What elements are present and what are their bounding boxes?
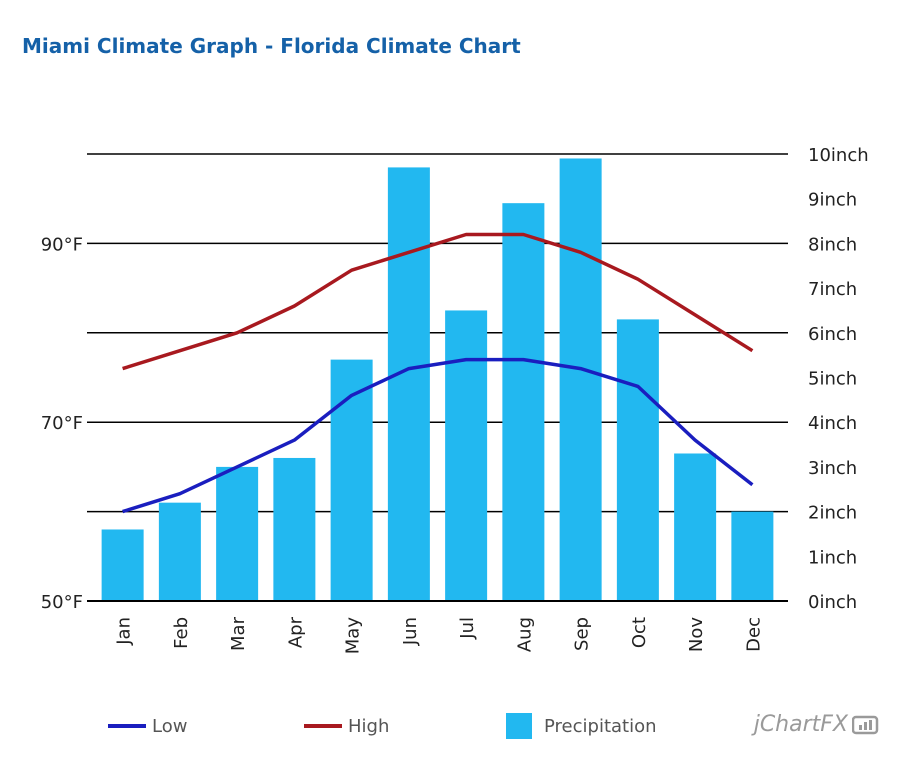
y-right-tick-label: 9inch [808, 190, 857, 211]
legend-swatch-low [108, 724, 146, 728]
y-left-tick-label: 70°F [41, 413, 83, 434]
legend-item-low[interactable]: Low [108, 708, 187, 744]
y-right-tick-label: 8inch [808, 234, 857, 255]
precipitation-bar[interactable] [445, 310, 488, 601]
legend-label-precipitation: Precipitation [544, 715, 657, 737]
bar-chart-icon [852, 715, 879, 734]
legend-item-precipitation[interactable]: Precipitation [506, 708, 657, 744]
y-right-tick-label: 7inch [808, 279, 857, 300]
x-tick-label: Dec [743, 617, 764, 652]
y-left-tick-label: 50°F [41, 592, 83, 613]
y-right-tick-label: 6inch [808, 324, 857, 345]
x-tick-label: Apr [285, 616, 306, 648]
precipitation-bar[interactable] [616, 319, 659, 601]
legend-label-high: High [348, 715, 390, 737]
brand-logo: jChartFX [754, 712, 880, 737]
y-right-tick-label: 5inch [808, 369, 857, 390]
precipitation-bar[interactable] [559, 158, 602, 601]
x-tick-label: Jun [400, 617, 421, 646]
precipitation-bar[interactable] [387, 167, 430, 601]
legend-swatch-precipitation [506, 713, 532, 739]
x-tick-label: Jan [114, 617, 135, 646]
legend-swatch-high [304, 724, 342, 728]
legend-label-low: Low [152, 715, 188, 737]
x-tick-label: May [343, 617, 364, 655]
brand-name: jChartFX [753, 712, 848, 737]
y-right-tick-label: 0inch [808, 592, 857, 613]
precipitation-bar[interactable] [502, 203, 545, 602]
y-right-tick-label: 10inch [808, 145, 869, 166]
x-tick-label: Jul [457, 617, 478, 640]
x-tick-label: Feb [171, 617, 192, 649]
legend-item-high[interactable]: High [304, 708, 389, 744]
y-left-tick-label: 90°F [41, 234, 83, 255]
precipitation-bar[interactable] [158, 502, 201, 601]
x-tick-label: Sep [572, 617, 593, 651]
chart-title: Miami Climate Graph - Florida Climate Ch… [22, 34, 521, 58]
y-right-tick-label: 3inch [808, 458, 857, 479]
x-tick-label: Mar [228, 616, 249, 651]
low-series-line[interactable] [122, 357, 754, 514]
precipitation-bar[interactable] [101, 529, 144, 601]
y-right-tick-label: 4inch [808, 413, 857, 434]
high-series-line[interactable] [122, 232, 754, 371]
x-tick-label: Nov [686, 617, 707, 652]
precipitation-bar[interactable] [273, 457, 316, 601]
x-tick-label: Aug [514, 617, 535, 652]
precipitation-bar[interactable] [674, 453, 717, 601]
y-right-tick-label: 1inch [808, 547, 857, 568]
y-right-tick-label: 2inch [808, 503, 857, 524]
precipitation-bar[interactable] [216, 466, 259, 601]
precipitation-bar[interactable] [330, 359, 373, 601]
x-tick-label: Oct [629, 617, 650, 648]
precipitation-bar[interactable] [731, 511, 774, 601]
climate-chart: 50°F 70°F 90°F 0inch 1inch 2inch 3inch 4inch 5in… [41, 145, 869, 655]
